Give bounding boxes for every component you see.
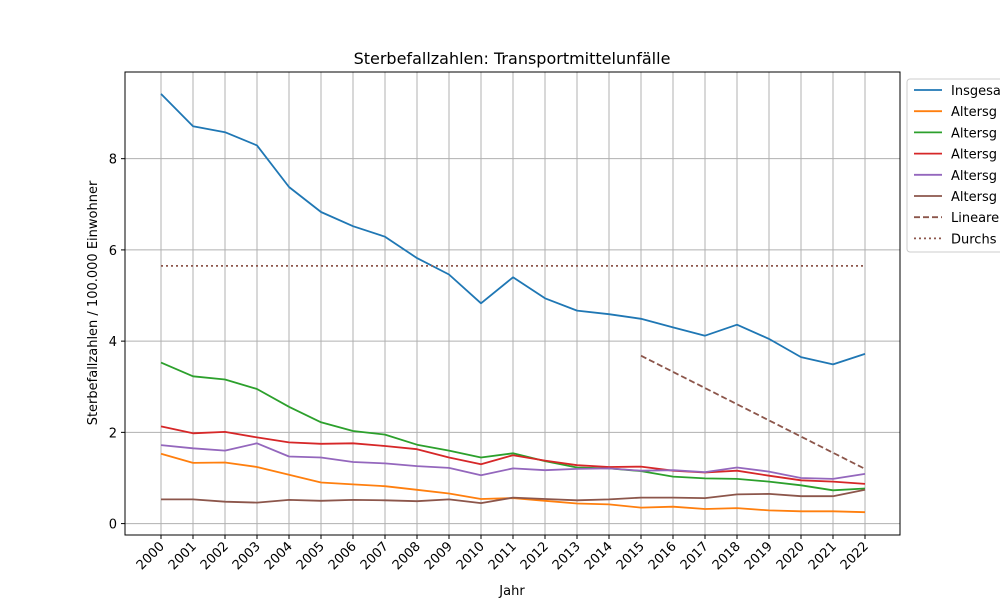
x-tick-label: 2010: [454, 539, 488, 573]
x-tick-label: 2015: [614, 539, 648, 573]
x-tick-label: 2005: [294, 539, 328, 573]
x-tick-label: 2012: [518, 539, 552, 573]
legend-label: Altersg: [951, 148, 997, 163]
x-tick-label: 2018: [710, 539, 744, 573]
legend-label: Insgesa: [951, 84, 1000, 99]
x-tick-label: 2013: [550, 539, 584, 573]
legend-label: Altersg: [951, 126, 997, 141]
x-tick-label: 2003: [230, 539, 264, 573]
y-tick-label: 2: [109, 426, 117, 441]
series-line: [160, 361, 866, 492]
x-tick-label: 2021: [806, 539, 840, 573]
x-tick-label: 2004: [262, 539, 296, 573]
legend-label: Altersg: [951, 169, 997, 184]
chart-title: Sterbefallzahlen: Transportmittelunfälle: [354, 49, 671, 68]
legend-label: Lineare: [951, 211, 999, 226]
x-axis-label: Jahr: [498, 584, 525, 599]
x-tick-label: 2019: [742, 539, 776, 573]
y-axis-ticks: 0 2 4 6 8: [109, 153, 125, 533]
x-tick-label: 2011: [486, 539, 520, 573]
y-tick-label: 4: [109, 335, 117, 350]
x-tick-label: 2000: [134, 539, 168, 573]
y-tick-label: 8: [109, 153, 117, 168]
x-tick-label: 2001: [166, 539, 200, 573]
legend-box: [906, 78, 1000, 253]
x-axis-ticks: 2000200120022003200420052006200720082009…: [134, 535, 872, 573]
x-tick-label: 2009: [422, 539, 456, 573]
x-tick-label: 2016: [646, 539, 680, 573]
legend: Insgesa Altersg Altersg Altersg Altersg Alter…: [906, 78, 1000, 253]
series-line: [161, 488, 866, 505]
series-lines: [160, 93, 866, 514]
x-tick-label: 2022: [838, 539, 872, 573]
x-tick-label: 2017: [678, 539, 712, 573]
y-tick-label: 0: [109, 518, 117, 533]
x-tick-label: 2008: [390, 539, 424, 573]
legend-label: Altersg: [951, 105, 997, 120]
series-line: [160, 93, 866, 366]
x-tick-label: 2006: [326, 539, 360, 573]
series-line: [160, 425, 866, 485]
x-tick-label: 2007: [358, 539, 392, 573]
legend-label: Durchs: [951, 232, 997, 247]
series-line: [160, 442, 866, 480]
legend-label: Altersg: [951, 190, 997, 205]
x-tick-label: 2014: [582, 539, 616, 573]
series-line: [640, 354, 866, 470]
x-tick-label: 2020: [774, 539, 808, 573]
y-axis-label: Sterbefallzahlen / 100.000 Einwohner: [86, 180, 101, 425]
x-tick-label: 2002: [198, 539, 232, 573]
y-tick-label: 6: [109, 244, 117, 259]
